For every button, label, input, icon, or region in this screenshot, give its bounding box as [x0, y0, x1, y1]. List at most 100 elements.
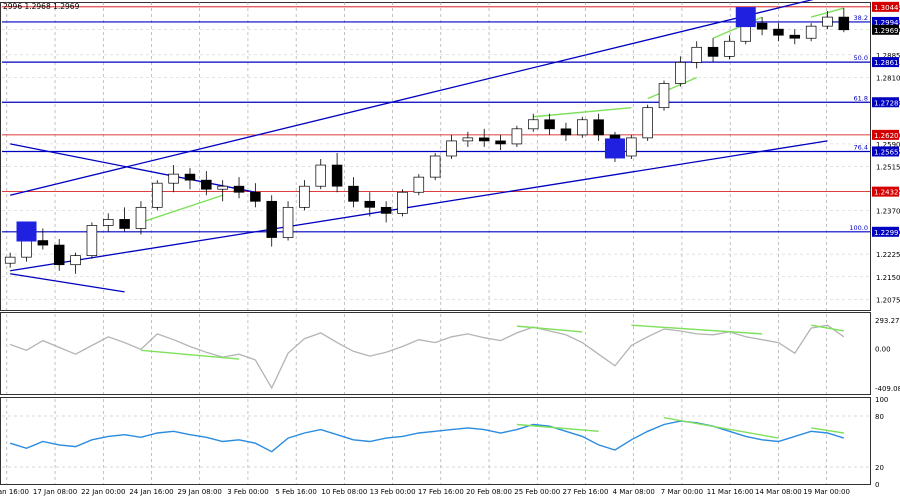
candle-body [217, 185, 228, 190]
trend-lines [10, 0, 845, 293]
candle-body [789, 34, 801, 39]
oscillator-2-divergence-line [811, 427, 844, 434]
candle-body [413, 176, 425, 193]
x-tick-label: 17 Feb 16:00 [418, 488, 464, 496]
oscillator-2-divergence-line [516, 423, 599, 432]
fib-label: 38.2 [854, 14, 868, 22]
x-tick-label: 27 Feb 16:00 [563, 488, 609, 496]
level-price-tag [872, 16, 899, 27]
candle-body [364, 200, 376, 208]
oscillator-2-scale-label: 0 [875, 481, 879, 489]
candle-body [805, 25, 817, 39]
level-price-tag [872, 186, 899, 197]
pattern-marker [604, 138, 625, 159]
level-price-tag-text: 1.2728 [874, 99, 899, 107]
candle-body [152, 182, 163, 208]
oscillator-1-divergence-line [140, 349, 240, 360]
level-price-tag [872, 146, 899, 157]
candle-body [102, 219, 114, 226]
candle-body [838, 16, 850, 31]
x-tick-label: 14 Mar 08:00 [755, 488, 802, 496]
x-tick-label: 11 Mar 16:00 [707, 488, 754, 496]
candle-body [250, 191, 261, 202]
descending-trend-line [10, 273, 125, 293]
candle-body [577, 119, 588, 136]
candle-body [691, 46, 702, 63]
x-tick-label: 13 Feb 00:00 [370, 488, 416, 496]
panel-frames [0, 2, 871, 485]
candle-body [348, 185, 359, 202]
candles [4, 8, 850, 274]
level-price-tag-text: 1.2432 [874, 189, 899, 197]
candle-body [299, 185, 310, 208]
horizontal-levels: 38.2 50.0 61.8 76.4 100.0 [2, 6, 870, 233]
x-tick-label: 14 Jan 16:00 [0, 488, 29, 496]
price-tick-label: 1.2075 [876, 296, 900, 304]
candle-body [478, 137, 490, 142]
level-price-tag-text: 1.2620 [874, 132, 899, 140]
oscillator-1-divergence-line [811, 324, 844, 332]
oscillator-2-scale-label: 20 [875, 464, 884, 472]
candle-body [70, 255, 81, 266]
oscillator-1-divergence-line [631, 324, 763, 335]
price-tick-label: 1.2150 [876, 274, 900, 282]
price-tick-label: 1.2370 [876, 207, 900, 215]
fib-label: 50.0 [854, 54, 868, 62]
price-tick-label: 1.2590 [876, 141, 900, 149]
candle-body [21, 240, 32, 258]
fib-label: 76.4 [854, 143, 868, 151]
candle-body [331, 164, 343, 187]
candle-body [201, 179, 212, 190]
oscillator-1-divergence-line [516, 325, 583, 333]
level-price-tag [872, 57, 899, 68]
candle-body [37, 240, 49, 246]
level-price-tag [872, 226, 899, 237]
x-tick-label: 4 Mar 08:00 [613, 488, 655, 496]
price-tick-label: 1.2515 [876, 164, 900, 172]
oscillator-2-panel [2, 415, 870, 468]
panel-frame-3 [0, 397, 871, 485]
oscillator-2-scale-label: 100 [875, 396, 888, 404]
x-tick-label: 20 Feb 08:00 [466, 488, 512, 496]
candle-body [429, 155, 441, 178]
price-tick-label: 1.2225 [876, 251, 900, 259]
level-price-tag [872, 129, 899, 140]
candle-body [233, 185, 245, 193]
oscillator-2-divergence-line [663, 417, 779, 439]
level-price-tag [872, 1, 899, 12]
candle-body [135, 206, 147, 229]
level-price-tag [872, 97, 899, 108]
candle-body [773, 28, 784, 36]
x-tick-label: 19 Mar 00:00 [803, 488, 850, 496]
pattern-marker [735, 7, 756, 28]
candle-body [119, 219, 130, 229]
channel-line-lower [10, 140, 828, 272]
x-tick-label: 3 Feb 00:00 [227, 488, 268, 496]
candle-body [446, 140, 457, 157]
x-tick-label: 22 Jan 00:00 [81, 488, 125, 496]
candle-body [53, 244, 65, 266]
current-price-tag-text: 1.2969 [874, 27, 899, 35]
candle-body [658, 83, 670, 109]
candle-body [707, 46, 719, 57]
price-tick-label: 1.2885 [876, 52, 900, 60]
candle-body [642, 107, 653, 139]
candle-body [168, 173, 179, 184]
candle-body [184, 173, 196, 181]
candle-body [462, 137, 474, 142]
price-divergence-line [647, 76, 697, 100]
candle-body [724, 40, 735, 57]
candle-body [282, 206, 294, 238]
oscillator-2-scale-label: 80 [875, 413, 884, 421]
x-tick-label: 17 Jan 08:00 [33, 488, 77, 496]
candle-body [4, 256, 16, 264]
price-divergence-line [140, 194, 223, 224]
fib-label: 100.0 [849, 224, 868, 232]
level-price-tag-text: 1.2994 [874, 19, 899, 27]
candle-body [560, 128, 572, 136]
candle-body [495, 140, 506, 145]
descending-trend-line [10, 143, 256, 193]
candle-body [675, 62, 686, 84]
candle-body [266, 200, 277, 238]
level-price-tag-text: 1.2861 [874, 59, 899, 67]
